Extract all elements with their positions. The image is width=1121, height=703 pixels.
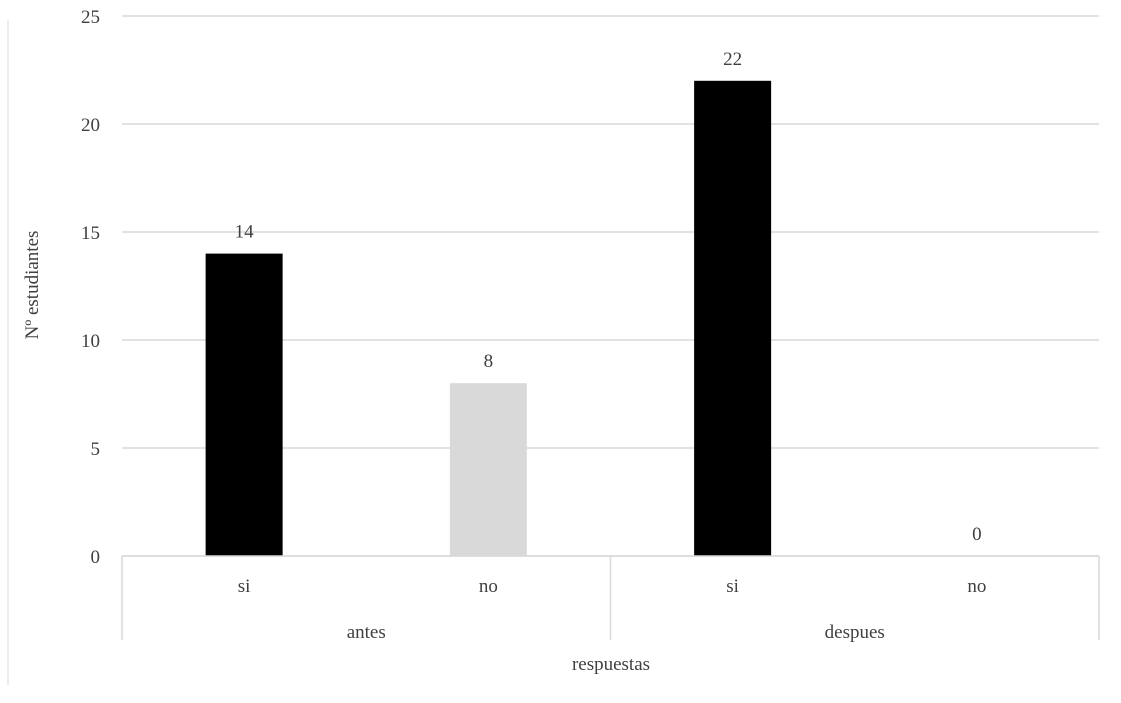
y-axis-title: Nº estudiantes	[22, 231, 43, 340]
x-group-label: antes	[347, 622, 386, 643]
y-axis-ticks: 0 5 10 15 20 25	[81, 7, 100, 568]
data-label: 14	[235, 222, 255, 243]
y-tick-label: 10	[81, 331, 100, 352]
bars	[205, 80, 772, 557]
bar-despues-si	[694, 80, 772, 557]
x-axis-title: respuestas	[572, 654, 650, 675]
x-category-label: no	[479, 576, 498, 597]
y-tick-label: 20	[81, 115, 100, 136]
x-category-label: si	[238, 576, 251, 597]
data-label: 0	[972, 524, 982, 545]
y-tick-label: 15	[81, 223, 100, 244]
data-label: 22	[723, 49, 742, 70]
y-tick-label: 25	[81, 7, 100, 28]
bar-antes-si	[205, 253, 283, 556]
bar-antes-no	[449, 383, 527, 556]
data-labels: 14 8 22 0	[235, 49, 982, 545]
x-category-label: si	[726, 576, 739, 597]
data-label: 8	[484, 351, 494, 372]
y-tick-label: 5	[91, 439, 101, 460]
x-category-label: no	[967, 576, 986, 597]
x-group-label: despues	[825, 622, 885, 643]
x-axis: si no si no antes despues	[121, 555, 1100, 643]
y-tick-label: 0	[91, 547, 101, 568]
